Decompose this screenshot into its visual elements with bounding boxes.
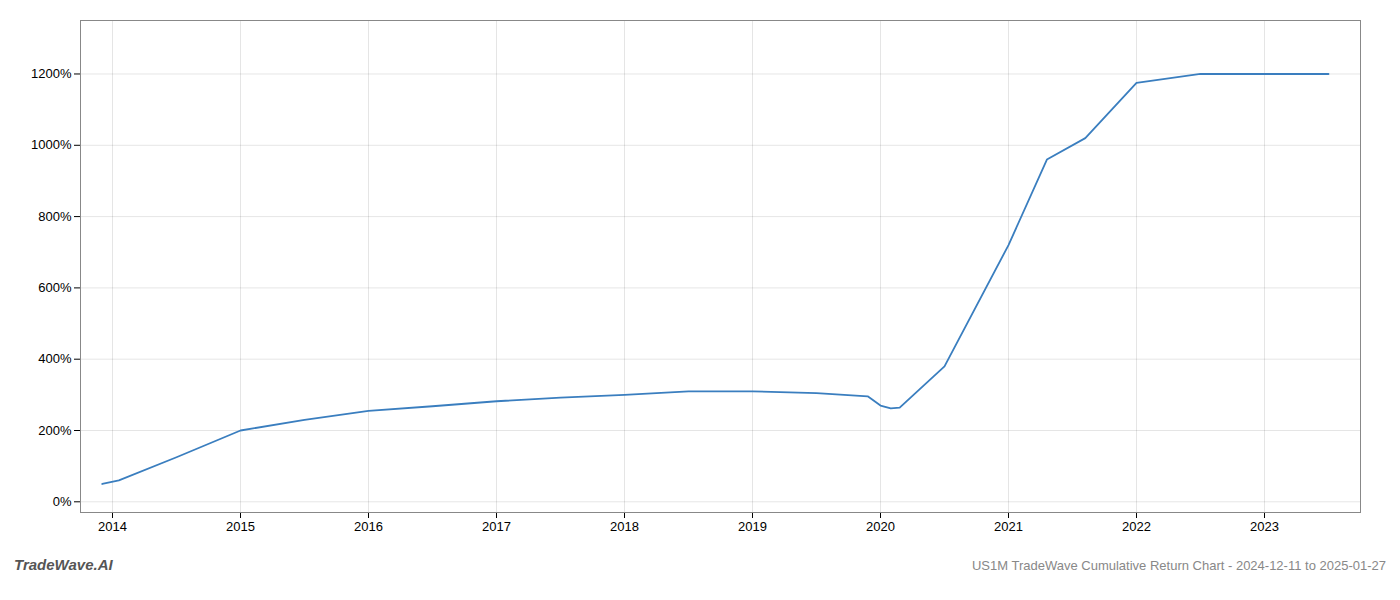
svg-text:2021: 2021 [994, 519, 1023, 534]
svg-text:2022: 2022 [1122, 519, 1151, 534]
html-text:TradeWave.AI: TradeWave.AI [14, 556, 113, 573]
svg-text:2015: 2015 [226, 519, 255, 534]
svg-text:2019: 2019 [738, 519, 767, 534]
svg-text:1200%: 1200% [31, 66, 72, 81]
svg-text:2017: 2017 [482, 519, 511, 534]
svg-text:2020: 2020 [866, 519, 895, 534]
html-text:US1M TradeWave Cumulative Retu: US1M TradeWave Cumulative Return Chart -… [972, 558, 1386, 573]
svg-text:200%: 200% [38, 423, 72, 438]
svg-text:0%: 0% [53, 494, 72, 509]
svg-text:2016: 2016 [354, 519, 383, 534]
svg-text:800%: 800% [38, 209, 72, 224]
svg-text:2014: 2014 [98, 519, 127, 534]
svg-text:1000%: 1000% [31, 137, 72, 152]
svg-text:2023: 2023 [1250, 519, 1279, 534]
svg-text:2018: 2018 [610, 519, 639, 534]
svg-text:600%: 600% [38, 280, 72, 295]
svg-text:400%: 400% [38, 351, 72, 366]
